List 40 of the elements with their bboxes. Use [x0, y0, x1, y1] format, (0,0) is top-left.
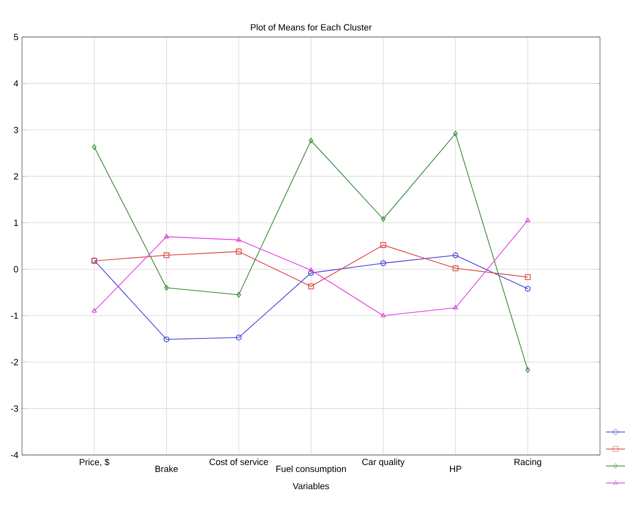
point	[452, 252, 458, 258]
point	[452, 304, 458, 310]
y-tick-label: 3	[14, 126, 18, 134]
point	[164, 336, 170, 342]
y-tick-label: -1	[10, 312, 18, 319]
point	[164, 252, 170, 258]
point	[308, 267, 314, 272]
x-tick-label: Fuel consumption	[276, 465, 346, 474]
y-tick-label: 1	[14, 220, 18, 226]
x-tick-label: HP	[450, 466, 462, 472]
point	[236, 334, 242, 340]
point	[164, 284, 169, 291]
y-tick-label: 2	[14, 173, 18, 180]
y-tick-label: -4	[10, 452, 18, 458]
point	[236, 248, 242, 254]
point	[236, 292, 242, 298]
point	[308, 270, 314, 276]
x-tick-label: Cost of service	[210, 458, 268, 466]
chart-title: Plot of Means for Each Cluster	[250, 24, 372, 30]
x-tick-label: Car quality	[362, 458, 405, 467]
point	[453, 130, 458, 136]
point	[236, 237, 242, 242]
x-tick-label: Brake	[156, 465, 178, 472]
y-tick-label: 0	[14, 266, 18, 272]
y-tick-label: -3	[10, 405, 18, 412]
point	[380, 216, 386, 222]
point	[380, 260, 386, 266]
point	[524, 274, 531, 280]
point	[380, 312, 386, 318]
point	[308, 138, 314, 144]
x-tick-label: Racing	[514, 458, 542, 467]
x-axis-title: Variables	[292, 482, 330, 490]
x-tick-label: Price, $	[80, 458, 110, 466]
point	[380, 242, 386, 248]
y-tick-label: -2	[10, 358, 18, 366]
point	[308, 284, 314, 290]
y-tick-label: 5	[14, 34, 18, 40]
y-tick-label: 4	[14, 80, 18, 87]
point	[164, 234, 170, 238]
point	[452, 265, 458, 272]
